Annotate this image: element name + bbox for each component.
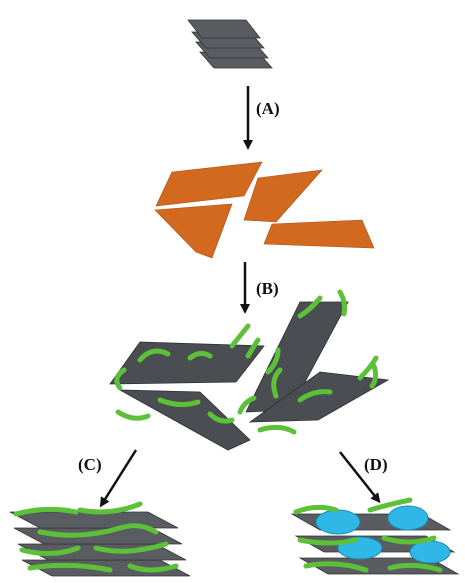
label-b: (B) [256,279,279,298]
label-d: (D) [364,455,388,474]
stack-d [290,497,460,575]
stack-c [9,501,191,577]
functionalized-sheets [109,289,390,451]
exfoliated-sheets [154,161,375,259]
label-c: (C) [78,455,102,474]
arrow-c [99,449,138,508]
label-a: (A) [256,99,280,118]
graphite-stack [187,19,273,69]
arrow-d [339,451,381,504]
